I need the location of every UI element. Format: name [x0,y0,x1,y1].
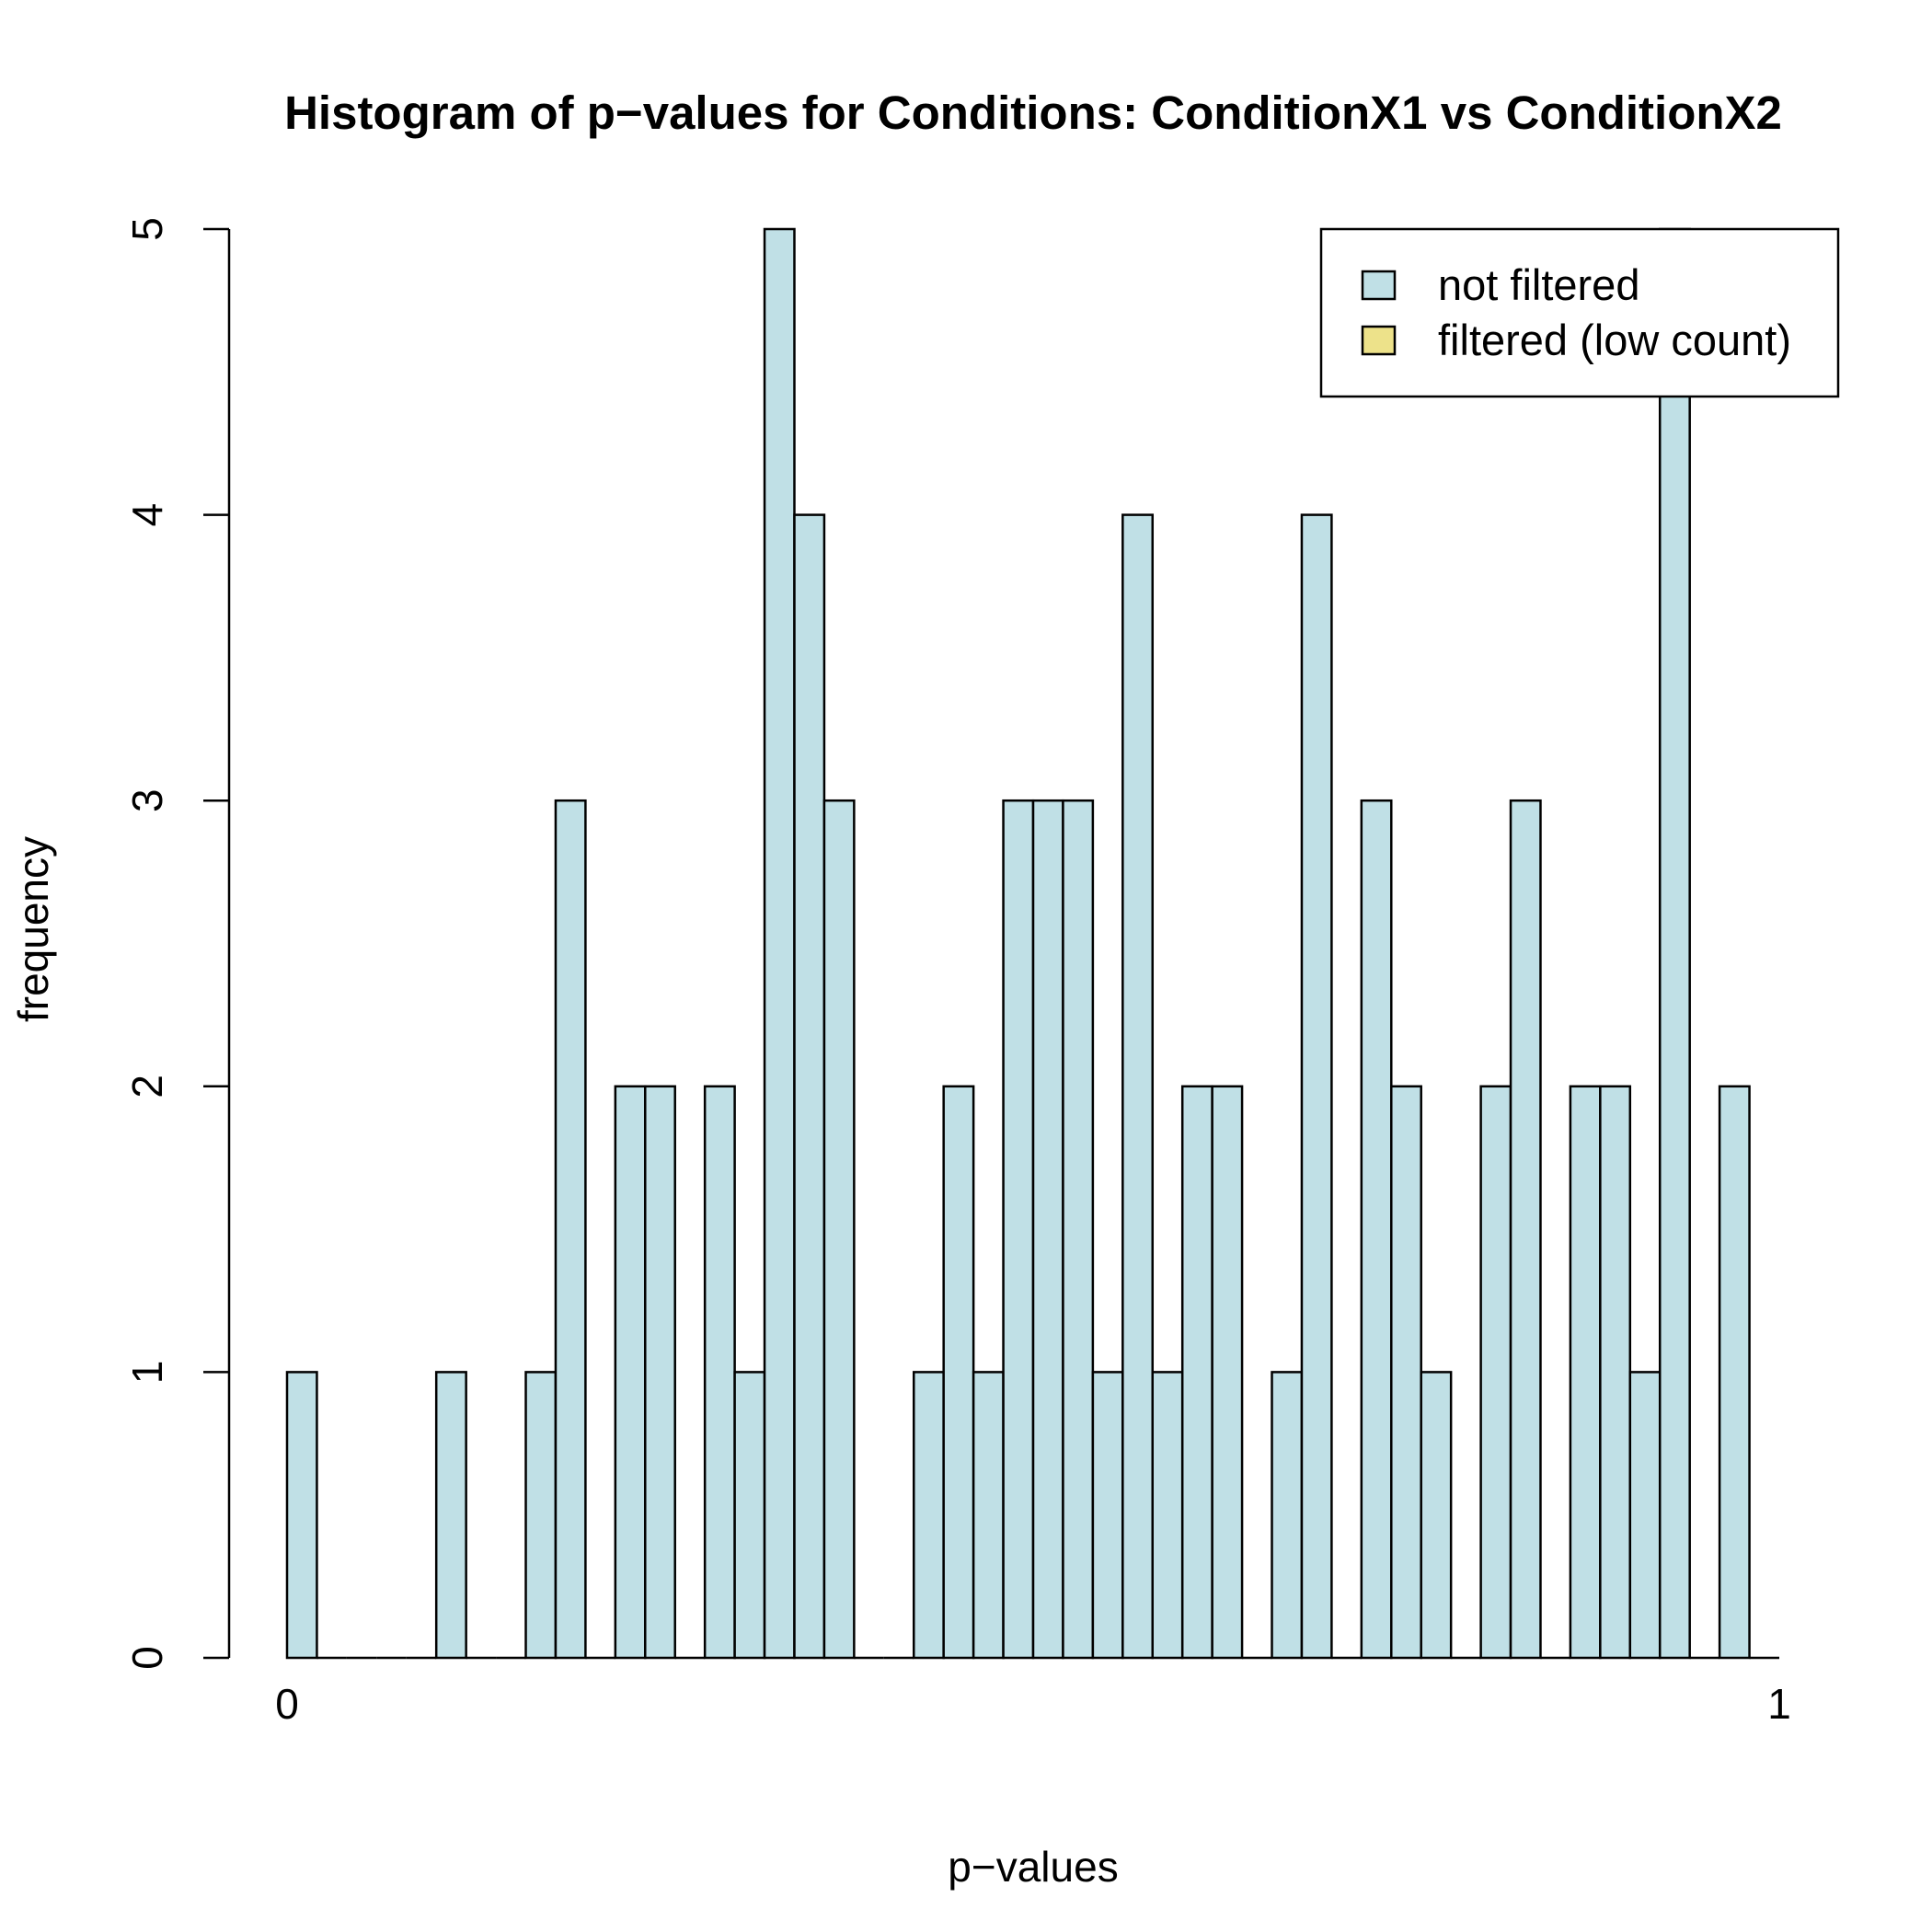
axes-layer: 0 1 2 3 4 5 0 1 [123,217,1791,1728]
histogram-bar [1509,799,1542,1660]
histogram-bar [1091,1371,1124,1660]
histogram-bar [1180,1085,1213,1660]
y-tick-label: 2 [123,1075,171,1098]
histogram-bar [1211,1085,1244,1660]
histogram-bar [1628,1371,1662,1660]
histogram-bar [972,1371,1005,1660]
histogram-bar [1599,1085,1632,1660]
histogram-bar [1300,513,1333,1660]
legend: not filtered filtered (low count) [1319,227,1840,398]
chart-title: Histogram of p−values for Conditions: Co… [284,86,1782,139]
x-tick-label: 1 [1767,1680,1791,1728]
histogram-bar [1271,1371,1304,1660]
y-tick-label: 4 [123,503,171,527]
histogram-bar [793,513,826,1660]
histogram-bar [1360,799,1393,1660]
legend-swatch [1361,270,1397,301]
y-axis-label: frequency [9,836,57,1022]
histogram-bar [1062,799,1095,1660]
y-tick-label: 3 [123,788,171,812]
x-axis-label: p−values [948,1843,1118,1891]
histogram-bar [524,1371,558,1660]
y-tick-label: 1 [123,1361,171,1385]
histogram-bar [644,1085,676,1660]
y-tick-label: 0 [123,1646,171,1670]
legend-swatch [1361,325,1397,356]
histogram-bar [1121,513,1155,1660]
histogram-bar [285,1371,318,1660]
histogram-bar [554,799,587,1660]
histogram-bar [1658,227,1691,1660]
histogram-bar [1420,1371,1453,1660]
y-tick-label: 5 [123,217,171,241]
legend-label: filtered (low count) [1438,316,1791,364]
histogram-bar [1002,799,1035,1660]
histogram-bar [1479,1085,1512,1660]
histogram-bar [822,799,856,1660]
histogram-bar [1031,799,1064,1660]
legend-label: not filtered [1438,260,1639,309]
histogram-bar [434,1371,467,1660]
histogram-bar [733,1371,766,1660]
histogram-bar [1569,1085,1602,1660]
histogram-bar [614,1085,647,1660]
histogram-bar [912,1371,945,1660]
histogram-bar [1151,1371,1184,1660]
histogram-bar [703,1085,736,1660]
histogram-bar [942,1085,975,1660]
histogram-bar [763,227,796,1660]
histogram-bar [1718,1085,1751,1660]
histogram-bar [1390,1085,1422,1660]
bars-layer [285,227,1779,1660]
legend-box [1319,227,1840,398]
x-tick-label: 0 [275,1680,299,1728]
